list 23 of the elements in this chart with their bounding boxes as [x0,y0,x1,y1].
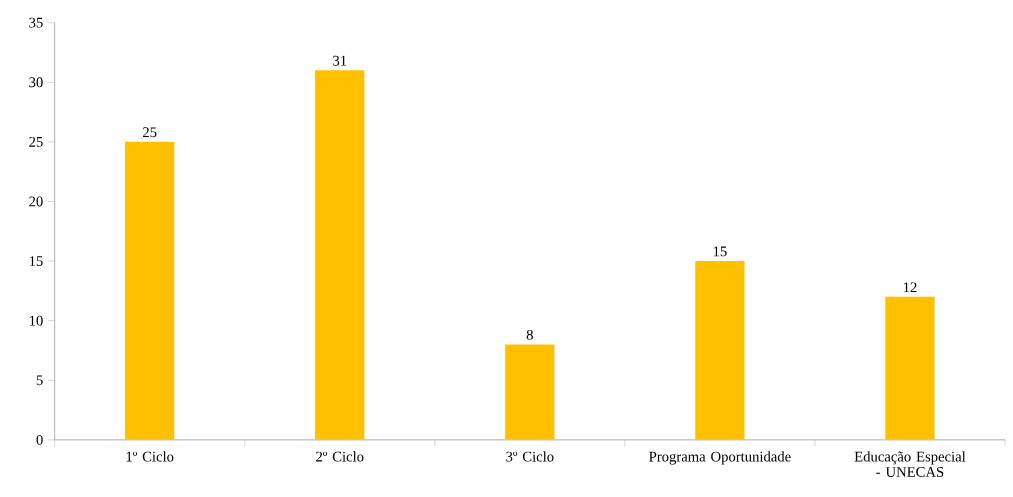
y-tick-label: 20 [29,196,43,207]
y-tick-label: 25 [29,136,43,147]
y-tick-label: 15 [29,256,43,266]
bar [885,296,935,440]
y-tick-label: 0 [36,434,43,445]
y-tick-label: 30 [29,77,43,88]
x-tick-label: 3º Ciclo [506,451,554,462]
data-label: 25 [143,127,157,138]
data-label: 12 [903,282,917,293]
bar [505,344,555,440]
x-tick-label: 1º Ciclo [126,451,174,462]
data-label: 8 [526,329,533,340]
y-tick-label: 10 [29,315,43,326]
bar [125,141,175,440]
x-tick-label: 2º Ciclo [316,451,364,462]
data-label: 15 [713,246,727,257]
y-tick-label: 5 [36,375,43,386]
y-tick-label: 35 [29,17,43,28]
data-label: 31 [333,55,347,66]
bar [695,260,745,440]
x-tick-label: Programa Oportunidade [649,451,791,465]
bar [315,70,365,440]
x-tick-label: Educação Especial - UNECAS [854,451,966,477]
